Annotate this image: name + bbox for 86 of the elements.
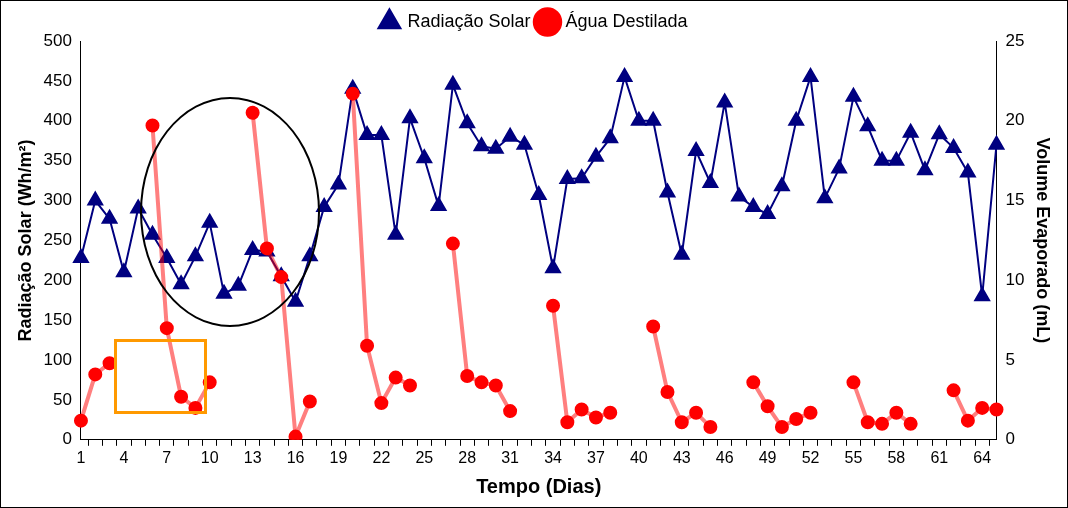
y-tick-label: 250	[43, 230, 72, 250]
x-tick-label: 31	[501, 448, 520, 466]
point	[88, 367, 103, 382]
y-tick-label: 400	[43, 110, 72, 130]
y2-axis-title: Volume Evaporado (mL)	[1033, 137, 1054, 344]
point	[660, 384, 675, 399]
point	[889, 405, 904, 420]
point	[345, 86, 360, 101]
point	[546, 298, 561, 313]
point	[774, 420, 789, 435]
point	[674, 415, 689, 430]
y2-tick-label: 10	[1005, 269, 1025, 289]
x-tick-label: 46	[715, 448, 734, 466]
y-tick-label: 200	[43, 269, 72, 289]
point	[402, 378, 417, 393]
point	[960, 413, 975, 428]
y-tick-label: 500	[43, 30, 72, 50]
y-tick-label: 0	[62, 429, 72, 449]
x-tick-label: 19	[329, 448, 348, 466]
point	[846, 375, 861, 390]
point	[488, 378, 503, 393]
y2-tick-label: 0	[1005, 429, 1015, 449]
point	[989, 402, 1004, 417]
x-tick-label: 55	[844, 448, 863, 466]
point	[159, 321, 174, 336]
legend-label: Água Destilada	[565, 10, 689, 31]
y-tick-label: 300	[43, 190, 72, 210]
point	[274, 270, 289, 285]
point	[760, 399, 775, 414]
point	[703, 420, 718, 435]
point	[646, 319, 661, 334]
y-tick-label: 450	[43, 70, 72, 90]
x-tick-label: 13	[243, 448, 262, 466]
point	[302, 394, 317, 409]
x-tick-label: 4	[119, 448, 129, 466]
y2-tick-label: 20	[1005, 110, 1025, 130]
point	[975, 400, 990, 415]
point	[474, 375, 489, 390]
point	[588, 410, 603, 425]
point	[789, 412, 804, 427]
y-tick-label: 50	[53, 389, 72, 409]
x-tick-label: 22	[372, 448, 391, 466]
point	[574, 402, 589, 417]
point	[860, 415, 875, 430]
point	[803, 405, 818, 420]
y-tick-label: 100	[43, 349, 72, 369]
point	[145, 118, 160, 133]
point	[245, 105, 260, 120]
point	[560, 415, 575, 430]
point	[374, 396, 389, 411]
point	[603, 405, 618, 420]
point	[388, 370, 403, 385]
point	[903, 416, 918, 431]
y-tick-label: 350	[43, 150, 72, 170]
y2-tick-label: 15	[1005, 190, 1025, 210]
y2-tick-label: 5	[1005, 349, 1015, 369]
x-tick-label: 40	[629, 448, 648, 466]
point	[73, 413, 88, 428]
x-tick-label: 37	[587, 448, 605, 466]
x-tick-label: 52	[801, 448, 820, 466]
y-axis-title: Radiação Solar (Wh/m²)	[14, 139, 35, 342]
x-tick-label: 16	[286, 448, 305, 466]
x-tick-label: 1	[76, 448, 86, 466]
point	[746, 375, 761, 390]
point	[689, 405, 704, 420]
x-tick-label: 34	[544, 448, 563, 466]
y-tick-label: 150	[43, 309, 72, 329]
point	[946, 383, 961, 398]
point	[360, 338, 375, 353]
x-axis-title: Tempo (Dias)	[476, 474, 602, 497]
x-tick-label: 64	[973, 448, 992, 466]
point	[174, 389, 189, 404]
point	[503, 404, 518, 419]
point	[445, 236, 460, 251]
x-tick-label: 7	[162, 448, 172, 466]
x-tick-label: 49	[758, 448, 777, 466]
x-tick-label: 61	[930, 448, 949, 466]
x-tick-label: 58	[887, 448, 906, 466]
x-tick-label: 25	[415, 448, 434, 466]
x-tick-label: 28	[458, 448, 477, 466]
y2-tick-label: 25	[1005, 30, 1025, 50]
point	[875, 416, 890, 431]
point	[460, 368, 475, 383]
legend-label: Radiação Solar	[407, 10, 531, 31]
x-tick-label: 10	[200, 448, 219, 466]
x-tick-label: 43	[672, 448, 691, 466]
